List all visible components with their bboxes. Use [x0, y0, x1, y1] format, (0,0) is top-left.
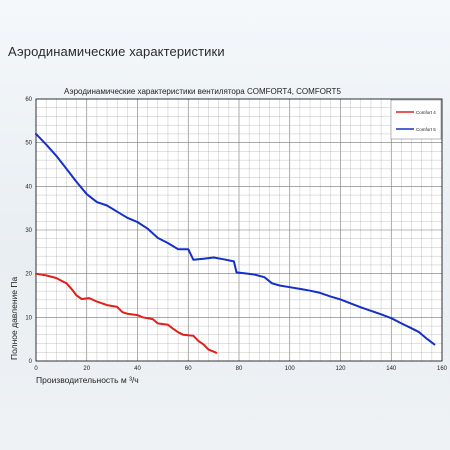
legend: Comfort 4 Comfort 5: [390, 99, 442, 140]
x-tick-label: 140: [386, 366, 397, 372]
x-tick-label: 40: [134, 366, 141, 372]
legend-label-comfort-5: Comfort 5: [416, 127, 436, 132]
x-tick-label: 100: [285, 366, 296, 372]
x-tick-label: 160: [437, 366, 448, 372]
x-tick-label: 0: [34, 366, 38, 372]
series: [35, 132, 436, 354]
x-tick-label: 20: [83, 366, 90, 372]
x-axis-label: Производительность м ³/ч: [36, 375, 139, 385]
y-tick-label: 0: [29, 359, 33, 365]
grid: [36, 99, 442, 361]
legend-label-comfort-4: Comfort 4: [416, 110, 436, 115]
x-tick-label: 80: [236, 366, 243, 372]
y-tick-label: 40: [25, 184, 32, 190]
tick-labels: 0 20 40 60 80 100 120 140 160 0 10 20 30 40 50 60: [25, 97, 447, 372]
page-heading: Аэродинамические характеристики: [8, 44, 225, 59]
y-tick-label: 60: [25, 97, 32, 103]
y-tick-label: 20: [25, 272, 32, 278]
y-tick-label: 50: [25, 141, 32, 147]
plot-frame: [35, 98, 443, 362]
x-tick-label: 120: [335, 366, 346, 372]
y-tick-label: 10: [25, 315, 32, 321]
x-tick-label: 60: [185, 366, 192, 372]
y-tick-label: 30: [25, 228, 32, 234]
series-line-comfort-5: [35, 132, 436, 346]
series-line-comfort-4: [35, 272, 218, 354]
chart-title: Аэродинамические характеристики вентилят…: [64, 87, 341, 96]
y-axis-label: Полное давление Па: [9, 277, 19, 360]
legend-box: [390, 99, 442, 140]
